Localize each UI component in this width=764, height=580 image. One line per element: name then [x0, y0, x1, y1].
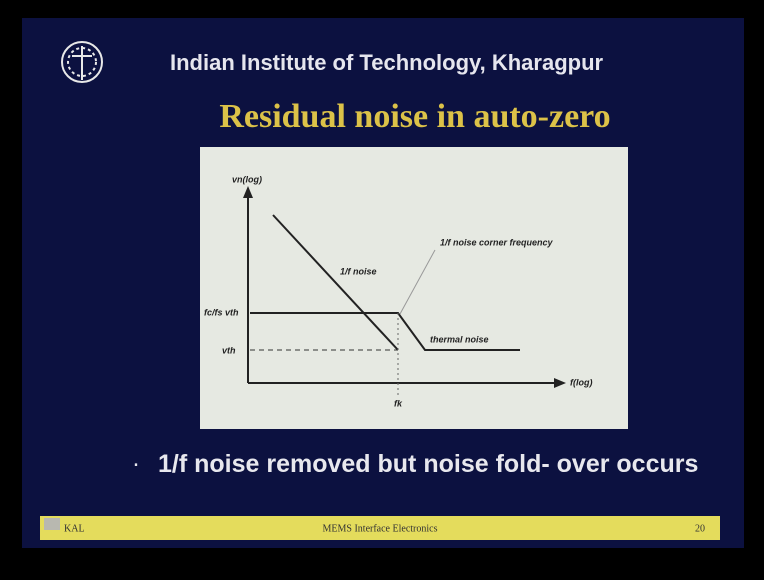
corner-label: 1/f noise corner frequency	[440, 237, 554, 247]
corner-pointer	[399, 249, 436, 315]
flicker-line	[272, 214, 399, 351]
bullet-box: 1/f noise removed but noise fold- over o…	[158, 450, 699, 478]
slide-title: Residual noise in auto-zero	[219, 98, 610, 135]
logo	[61, 41, 103, 83]
upper-level-label: fc/fs vth	[204, 307, 239, 317]
x-arrow	[554, 378, 566, 388]
thermal-label: thermal noise	[430, 334, 489, 344]
institute-name: Indian Institute of Technology, Kharagpu…	[170, 50, 604, 75]
y-axis-label: vn(log)	[232, 174, 262, 184]
lower-level-label: vth	[222, 345, 236, 355]
flicker-label: 1/f noise	[340, 266, 377, 276]
bullet-dot: ·	[132, 450, 140, 477]
x-axis-label: f(log)	[570, 377, 593, 387]
footer-left: KAL	[64, 523, 85, 534]
footer-logo	[44, 518, 60, 530]
diagram: vn(log) f(log) 1/f noise corner frequenc…	[200, 147, 628, 429]
autozero-noise-line	[250, 312, 520, 351]
bullet-text: 1/f noise removed but noise fold- over o…	[158, 450, 699, 478]
footer-page: 20	[695, 523, 705, 534]
footer-center: MEMS Interface Electronics	[323, 523, 438, 534]
y-arrow	[243, 186, 253, 198]
footer-bar	[40, 516, 720, 540]
frequency-label: fk	[394, 398, 403, 408]
